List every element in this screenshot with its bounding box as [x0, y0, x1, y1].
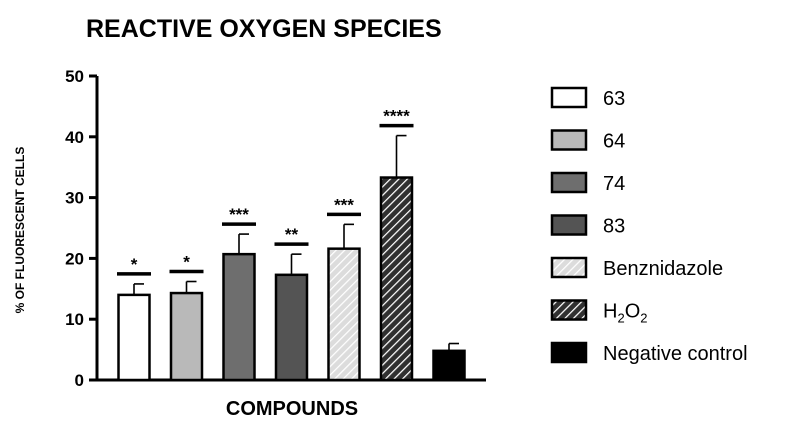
legend-label: H2O2	[603, 301, 647, 326]
legend-label: 63	[603, 88, 625, 110]
bars: * *************	[117, 107, 466, 382]
y-tick-label: 50	[65, 67, 84, 86]
legend-swatch	[550, 299, 588, 321]
legend-label-part: O	[625, 301, 641, 323]
bar	[432, 349, 466, 382]
legend-swatch	[550, 129, 588, 151]
legend-swatch	[550, 341, 588, 364]
legend-swatch	[550, 214, 588, 236]
y-tick-label: 20	[65, 249, 84, 268]
legend-label: 83	[603, 216, 625, 238]
bar	[117, 293, 151, 382]
y-axis-label: % OF FLUORESCENT CELLS	[13, 147, 27, 314]
y-tick-label: 40	[65, 128, 84, 147]
x-axis-label: COMPOUNDS	[226, 398, 358, 420]
significance-label: *	[183, 253, 190, 272]
legend-swatch	[550, 256, 588, 279]
bar	[379, 176, 414, 382]
legend-subscript: 2	[640, 311, 647, 326]
legend-label: Benznidazole	[603, 258, 723, 280]
legend-label: 64	[603, 131, 625, 153]
significance-label: ****	[383, 107, 410, 126]
legend: 63 64 74 83 Benznidazole H2O2 Negative control	[550, 86, 748, 365]
legend-swatch	[550, 171, 588, 194]
significance-label: ***	[334, 195, 354, 214]
significance-label: **	[285, 225, 299, 244]
legend-subscript: 2	[617, 311, 624, 326]
legend-label: 74	[603, 173, 625, 195]
bar	[327, 247, 361, 382]
y-tick-label: 30	[65, 189, 84, 208]
chart-title: REACTIVE OXYGEN SPECIES	[86, 15, 442, 43]
bar	[222, 252, 256, 382]
significance-label: *	[131, 255, 138, 274]
bar	[169, 291, 204, 382]
bar	[274, 273, 309, 382]
legend-label: Negative control	[603, 343, 748, 365]
legend-swatch	[550, 86, 588, 109]
y-tick-label: 10	[65, 310, 84, 329]
significance-label: ***	[229, 205, 249, 224]
y-tick-label: 0	[75, 371, 84, 390]
axes: 0 10 20 30 40 50	[65, 67, 486, 390]
